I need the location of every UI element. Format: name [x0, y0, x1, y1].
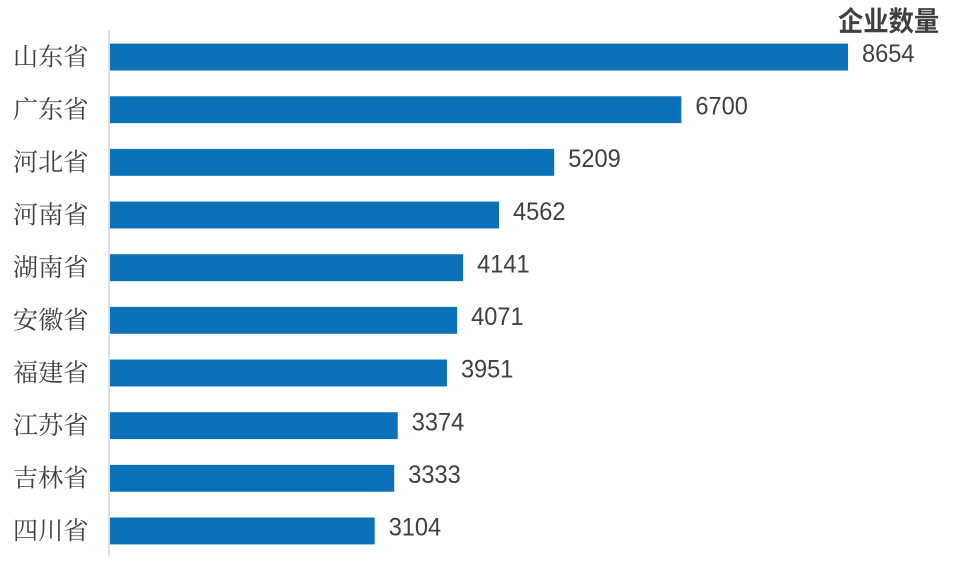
svg-text:8654: 8654: [862, 41, 915, 68]
svg-text:4141: 4141: [477, 251, 530, 278]
svg-text:4562: 4562: [513, 199, 566, 226]
svg-text:3104: 3104: [389, 515, 442, 542]
svg-text:3951: 3951: [461, 357, 514, 384]
svg-text:3333: 3333: [408, 462, 461, 489]
svg-text:3374: 3374: [412, 409, 465, 436]
svg-text:6700: 6700: [695, 93, 748, 120]
svg-text:5209: 5209: [568, 146, 621, 173]
svg-text:4071: 4071: [471, 304, 524, 331]
